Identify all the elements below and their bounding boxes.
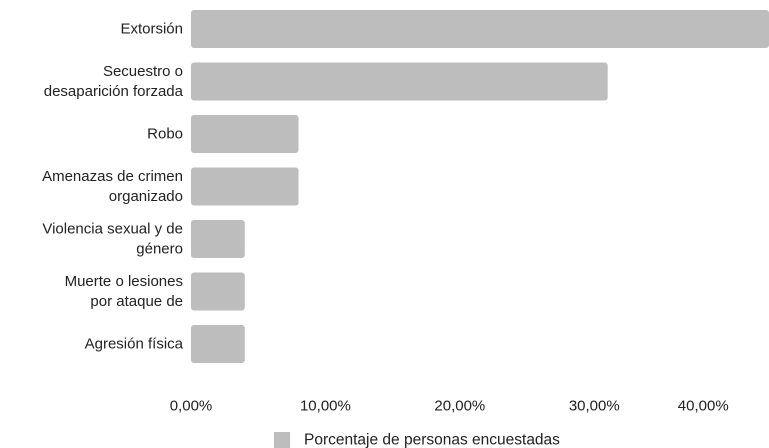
category-label: por ataque de bbox=[90, 293, 183, 310]
legend-label: Porcentaje de personas encuestadas bbox=[304, 432, 560, 448]
bar bbox=[191, 325, 245, 363]
x-tick-label: 40,00% bbox=[678, 398, 729, 415]
category-label: Violencia sexual y de bbox=[42, 221, 183, 238]
x-tick-label: 20,00% bbox=[434, 398, 485, 415]
x-tick-label: 30,00% bbox=[569, 398, 620, 415]
category-label: Robo bbox=[147, 126, 183, 143]
bar bbox=[191, 272, 245, 311]
x-tick-label: 0,00% bbox=[170, 398, 213, 415]
category-label: Amenazas de crimen bbox=[42, 168, 183, 185]
legend: Porcentaje de personas encuestadas bbox=[274, 432, 560, 448]
category-label: Agresión física bbox=[85, 336, 184, 353]
category-label: organizado bbox=[109, 188, 183, 205]
bar bbox=[191, 167, 299, 206]
category-label: Extorsión bbox=[120, 21, 183, 38]
category-label: desaparición forzada bbox=[44, 83, 184, 100]
legend-swatch bbox=[274, 432, 290, 448]
category-labels: Extorsión Secuestro o desaparición forzada… bbox=[42, 21, 184, 353]
category-label: Muerte o lesiones bbox=[65, 273, 183, 290]
category-label: Secuestro o bbox=[103, 63, 183, 80]
bar bbox=[191, 62, 608, 101]
bar bbox=[191, 220, 245, 258]
x-tick-labels: 0,00% 10,00% 20,00% 30,00% 40,00% bbox=[170, 398, 729, 415]
x-tick-label: 10,00% bbox=[300, 398, 351, 415]
bars bbox=[191, 10, 769, 363]
category-label: género bbox=[136, 241, 183, 258]
bar bbox=[191, 10, 769, 48]
bar bbox=[191, 115, 299, 153]
